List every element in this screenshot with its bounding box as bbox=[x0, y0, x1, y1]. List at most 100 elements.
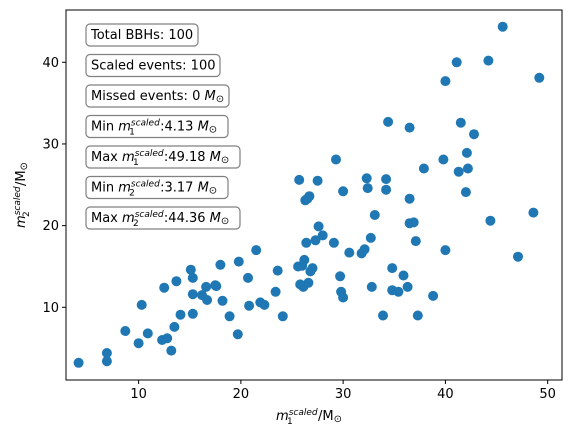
annotation-box: Scaled events: 100 bbox=[86, 55, 220, 77]
data-point bbox=[166, 346, 176, 356]
data-point bbox=[301, 238, 311, 248]
data-point bbox=[176, 310, 186, 320]
data-point bbox=[362, 173, 372, 183]
x-tick-label: 40 bbox=[437, 387, 454, 402]
data-point bbox=[134, 338, 144, 348]
data-point bbox=[383, 117, 393, 127]
annotation-box: Max mscaled 2:44.36 M⊙ bbox=[86, 207, 240, 229]
data-point bbox=[294, 175, 304, 185]
data-point bbox=[244, 301, 254, 311]
x-tick-label: 10 bbox=[130, 387, 147, 402]
data-point bbox=[243, 273, 253, 283]
annotation-box: Min mscaled 2:3.17 M⊙ bbox=[86, 177, 228, 199]
data-point bbox=[102, 348, 112, 358]
data-point bbox=[137, 300, 147, 310]
annotation-box: Min mscaled 1:4.13 M⊙ bbox=[86, 116, 228, 138]
data-point bbox=[225, 311, 235, 321]
data-point bbox=[440, 76, 450, 86]
data-point bbox=[403, 282, 413, 292]
x-tick-label: 20 bbox=[233, 387, 250, 402]
data-point bbox=[405, 194, 415, 204]
data-point bbox=[202, 295, 212, 305]
data-point bbox=[378, 311, 388, 321]
data-point bbox=[462, 148, 472, 158]
data-point bbox=[278, 311, 288, 321]
annotation-box: Total BBHs: 100 bbox=[86, 24, 198, 46]
data-point bbox=[233, 329, 243, 339]
data-point bbox=[452, 57, 462, 67]
data-point bbox=[271, 287, 281, 297]
data-point bbox=[169, 322, 179, 332]
data-point bbox=[419, 164, 429, 174]
data-point bbox=[303, 278, 313, 288]
data-point bbox=[120, 326, 130, 336]
data-point bbox=[299, 255, 309, 265]
data-point bbox=[335, 271, 345, 281]
data-point bbox=[201, 282, 211, 292]
data-point bbox=[259, 300, 269, 310]
data-point bbox=[215, 260, 225, 270]
annotation-text: Total BBHs: 100 bbox=[90, 28, 193, 43]
y-tick-label: 30 bbox=[42, 137, 59, 152]
annotation-box: Missed events: 0 M⊙ bbox=[86, 85, 229, 107]
data-point bbox=[366, 233, 376, 243]
data-point bbox=[273, 266, 283, 276]
data-point bbox=[469, 129, 479, 139]
data-point bbox=[211, 281, 221, 291]
data-point bbox=[188, 309, 198, 319]
data-point bbox=[318, 230, 328, 240]
data-point bbox=[534, 73, 544, 83]
data-point bbox=[331, 155, 341, 165]
data-point bbox=[188, 289, 198, 299]
data-point bbox=[363, 183, 373, 193]
data-point bbox=[251, 245, 261, 255]
data-point bbox=[188, 273, 198, 283]
data-point bbox=[234, 257, 244, 267]
data-point bbox=[513, 252, 523, 262]
data-point bbox=[461, 187, 471, 197]
data-point bbox=[405, 123, 415, 133]
data-point bbox=[74, 358, 84, 368]
data-point bbox=[338, 186, 348, 196]
data-point bbox=[399, 271, 409, 281]
data-point bbox=[393, 287, 403, 297]
x-tick-label: 30 bbox=[335, 387, 352, 402]
y-tick-label: 10 bbox=[42, 301, 59, 316]
x-axis-ticks: 10 20 30 40 50 bbox=[130, 380, 556, 402]
data-point bbox=[528, 208, 538, 218]
data-point bbox=[143, 328, 153, 338]
data-point bbox=[218, 296, 228, 306]
y-axis-label: mscaled2/M⊙ bbox=[13, 162, 32, 228]
data-point bbox=[438, 155, 448, 165]
data-point bbox=[409, 217, 419, 227]
data-point bbox=[162, 333, 172, 343]
data-point bbox=[313, 176, 323, 186]
x-axis-label: mscaled 1/M⊙ bbox=[276, 408, 342, 427]
data-point bbox=[367, 282, 377, 292]
y-axis-ticks: 10 20 30 40 bbox=[42, 56, 66, 316]
data-point bbox=[485, 216, 495, 226]
data-point bbox=[360, 244, 370, 254]
annotation-box: Max mscaled 1:49.18 M⊙ bbox=[86, 146, 240, 168]
data-point bbox=[463, 164, 473, 174]
annotation-text: Missed events: 0 M⊙ bbox=[91, 89, 224, 105]
y-tick-label: 40 bbox=[42, 56, 59, 71]
data-point bbox=[344, 248, 354, 258]
data-point bbox=[381, 174, 391, 184]
data-point bbox=[428, 291, 438, 301]
data-point bbox=[308, 263, 318, 273]
data-point bbox=[413, 311, 423, 321]
data-point bbox=[411, 236, 421, 246]
annotation-text: Scaled events: 100 bbox=[91, 59, 215, 74]
data-point bbox=[314, 221, 324, 231]
data-point bbox=[370, 210, 380, 220]
y-tick-label: 20 bbox=[42, 219, 59, 234]
data-point bbox=[329, 238, 339, 248]
data-point bbox=[483, 56, 493, 66]
data-point bbox=[440, 245, 450, 255]
data-point bbox=[381, 185, 391, 195]
data-point bbox=[454, 167, 464, 177]
data-point bbox=[338, 293, 348, 303]
annotation-boxes: Total BBHs: 100 Scaled events: 100 Missed … bbox=[86, 24, 240, 229]
